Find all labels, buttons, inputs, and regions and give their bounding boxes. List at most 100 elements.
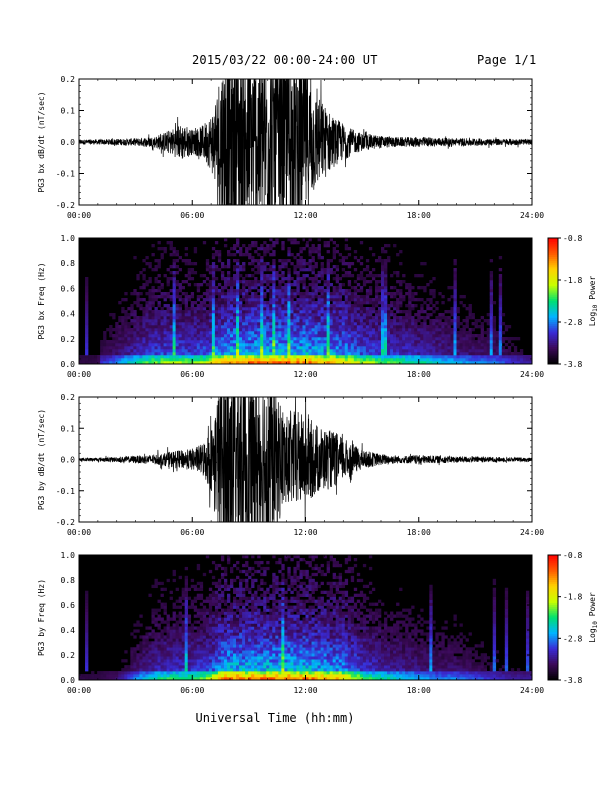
spectrogram-cell (251, 286, 255, 290)
spectrogram-cell (211, 614, 216, 618)
spectrogram-cell (408, 355, 412, 359)
spectrogram-cell (160, 632, 164, 636)
spectrogram-cell (290, 238, 294, 242)
spectrogram-cell (181, 644, 185, 648)
spectrogram-cell (181, 322, 185, 326)
spectrogram-cell (377, 325, 382, 329)
spectrogram-cell (299, 301, 303, 305)
spectrogram-cell (326, 316, 330, 320)
spectrogram-cell (233, 361, 237, 365)
spectrogram-cell (130, 358, 134, 362)
spectrogram-cell (254, 241, 258, 245)
spectrogram-cell (284, 325, 288, 329)
spectrogram-cell (217, 659, 222, 663)
spectrogram-cell (359, 310, 364, 314)
spectrogram-cell (145, 662, 149, 666)
spectrogram-cell (528, 358, 533, 362)
spectrogram-cell (178, 626, 182, 630)
spectrogram-cell (335, 304, 340, 308)
spectrogram-cell (456, 361, 460, 365)
spectrogram-cell (251, 256, 255, 260)
spectrogram-cell (196, 674, 201, 678)
spectrogram-cell (377, 337, 382, 341)
spectrogram-cell (269, 313, 273, 317)
spectrogram-cell (453, 346, 457, 350)
spectrogram-cell (429, 289, 433, 293)
spectrogram-cell (169, 668, 173, 672)
spectrogram-cell (332, 301, 336, 305)
spectrogram-cell (254, 250, 258, 254)
spectrogram-cell (359, 313, 364, 317)
spectrogram-cell (230, 340, 234, 344)
spectrogram-cell (121, 331, 125, 335)
spectrogram-cell (151, 343, 155, 347)
spectrogram-cell (145, 304, 149, 308)
spectrogram-cell (278, 298, 282, 302)
spectrogram-cell (320, 319, 324, 323)
spectrogram-cell (187, 298, 192, 302)
spectrogram-cell (151, 647, 155, 651)
spectrogram-cell (133, 671, 137, 675)
spectrogram-cell (513, 349, 518, 353)
spectrogram-cell (314, 274, 318, 278)
spectrogram-cell (166, 635, 170, 639)
spectrogram-cell (142, 659, 146, 663)
spectrogram-cell (420, 325, 424, 329)
spectrogram-cell (356, 325, 361, 329)
spectrogram-cell (296, 262, 300, 266)
spectrogram-cell (154, 310, 158, 314)
spectrogram-cell (320, 274, 324, 278)
spectrogram-cell (399, 352, 403, 356)
spectrogram-cell (371, 349, 376, 353)
spectrogram-cell (284, 340, 288, 344)
spectrogram-cell (260, 361, 264, 365)
spectrogram-cell (347, 340, 352, 344)
spectrogram-cell (275, 349, 279, 353)
spectrogram-cell (148, 289, 152, 293)
spectrogram-cell (347, 253, 352, 257)
spectrogram-cell (172, 334, 176, 338)
spectrogram-cell (387, 325, 391, 329)
spectrogram-cell (338, 346, 343, 350)
spectrogram-cell (347, 280, 352, 284)
spectrogram-cell (374, 325, 379, 329)
spectrogram-cell (393, 322, 397, 326)
spectrogram-cell (507, 346, 512, 350)
spectrogram-cell (408, 337, 412, 341)
spectrogram-cell (145, 638, 149, 642)
spectrogram-cell (417, 346, 421, 350)
spectrogram-cell (184, 274, 189, 278)
spectrogram-cell (239, 346, 243, 350)
spectrogram-cell (160, 256, 164, 260)
spectrogram-cell (172, 659, 176, 663)
spectrogram-cell (151, 340, 155, 344)
spectrogram-cell (377, 274, 382, 278)
spectrogram-cell (230, 298, 234, 302)
spectrogram-cell (97, 677, 101, 681)
spectrogram-cell (471, 328, 475, 332)
spectrogram-cell (242, 361, 246, 365)
spectrogram-cell (217, 671, 222, 675)
spectrogram-cell (275, 322, 279, 326)
spectrogram-cell (163, 635, 167, 639)
spectrogram-cell (420, 328, 424, 332)
spectrogram-cell (181, 355, 185, 359)
spectrogram-cell (115, 322, 119, 326)
spectrogram-cell (302, 340, 306, 344)
spectrogram-cell (220, 265, 225, 269)
spectrogram-cell (302, 262, 306, 266)
spectrogram-cell (220, 641, 225, 645)
colorbar-swatch (548, 357, 558, 361)
spectrogram-cell (181, 259, 185, 263)
spectrogram-cell (275, 334, 279, 338)
spectrogram-cell (230, 253, 234, 257)
spectrogram-cell (151, 668, 155, 672)
spectrogram-cell (453, 301, 457, 305)
spectrogram-cell (118, 349, 122, 353)
spectrogram-cell (489, 310, 494, 314)
spectrogram-cell (296, 253, 300, 257)
spectrogram-cell (208, 671, 213, 675)
spectrogram-cell (233, 274, 237, 278)
spectrogram-cell (368, 280, 373, 284)
spectrogram-cell (275, 271, 279, 275)
